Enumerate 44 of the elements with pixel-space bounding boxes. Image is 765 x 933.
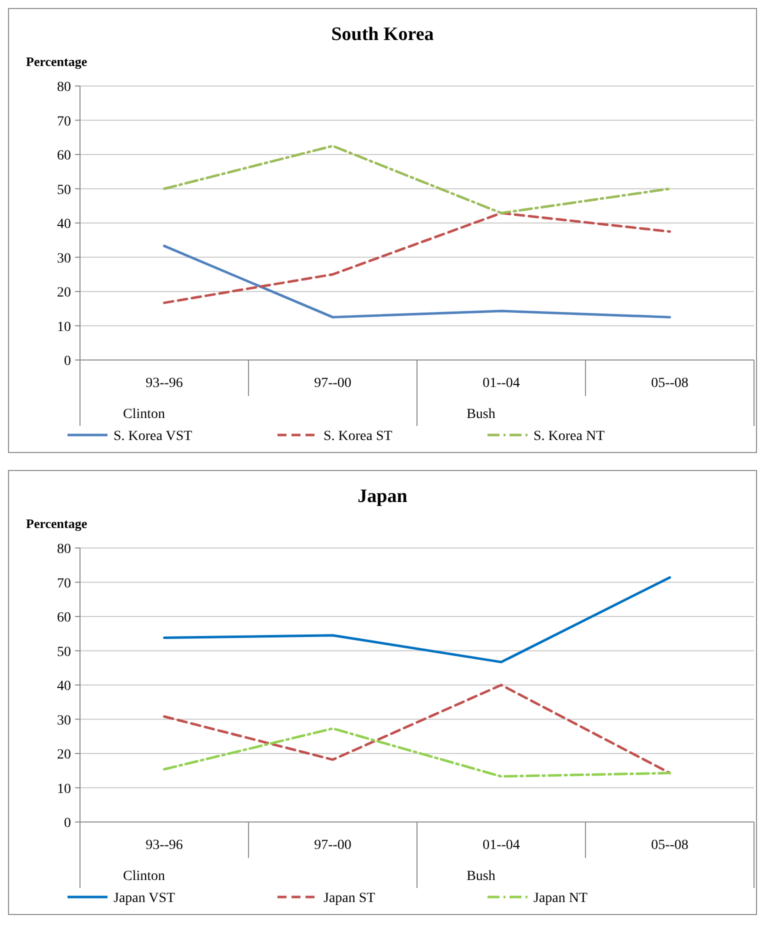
y-tick-label: 50 — [57, 182, 71, 198]
y-tick-label: 60 — [57, 610, 71, 626]
x-tick-label: 97--00 — [314, 838, 352, 853]
line-series — [163, 727, 671, 778]
y-tick-label: 10 — [57, 320, 71, 335]
x-tick-label: 01--04 — [482, 838, 520, 853]
y-tick-label: 70 — [57, 114, 71, 130]
line-series — [163, 212, 671, 304]
y-tick-label: 10 — [57, 782, 71, 797]
y-tick-label: 0 — [64, 816, 71, 831]
text: Clinton — [122, 869, 166, 884]
chart-title: Japan — [358, 486, 408, 507]
legend-label: S. Korea VST — [114, 429, 193, 444]
line-series — [163, 576, 671, 664]
y-tick-label: 30 — [57, 251, 71, 266]
legend-label: S. Korea ST — [324, 429, 393, 444]
y-tick-label: 80 — [57, 80, 71, 95]
y-tick-label: 40 — [57, 217, 71, 232]
legend-label: Japan ST — [324, 891, 376, 906]
y-tick-label: 0 — [64, 354, 71, 369]
y-tick-label: 50 — [57, 644, 71, 660]
y-tick-label: 30 — [57, 713, 71, 728]
legend-label: Japan NT — [534, 891, 588, 906]
legend-label: S. Korea NT — [534, 429, 606, 444]
y-axis-title: Percentage — [26, 516, 88, 531]
y-tick-label: 20 — [57, 286, 71, 300]
x-tick-label: 05--08 — [651, 376, 688, 391]
y-tick-label: 60 — [57, 148, 71, 164]
x-tick-label: 93--96 — [146, 376, 183, 391]
x-tick-label: 01--04 — [482, 376, 520, 391]
y-tick-label: 20 — [57, 748, 71, 762]
y-axis-title: Percentage — [26, 54, 88, 69]
chart-title: South Korea — [331, 24, 434, 45]
x-tick-label: 97--00 — [314, 376, 352, 391]
text: Clinton — [122, 407, 166, 422]
text: Bush — [466, 869, 496, 884]
y-tick-label: 80 — [57, 542, 71, 557]
y-tick-label: 70 — [57, 576, 71, 592]
line-series — [163, 684, 671, 774]
x-tick-label: 93--96 — [146, 838, 183, 853]
legend-label: Japan VST — [114, 891, 176, 906]
x-tick-label: 05--08 — [651, 838, 688, 853]
text: Bush — [466, 407, 496, 422]
y-tick-label: 40 — [57, 679, 71, 694]
